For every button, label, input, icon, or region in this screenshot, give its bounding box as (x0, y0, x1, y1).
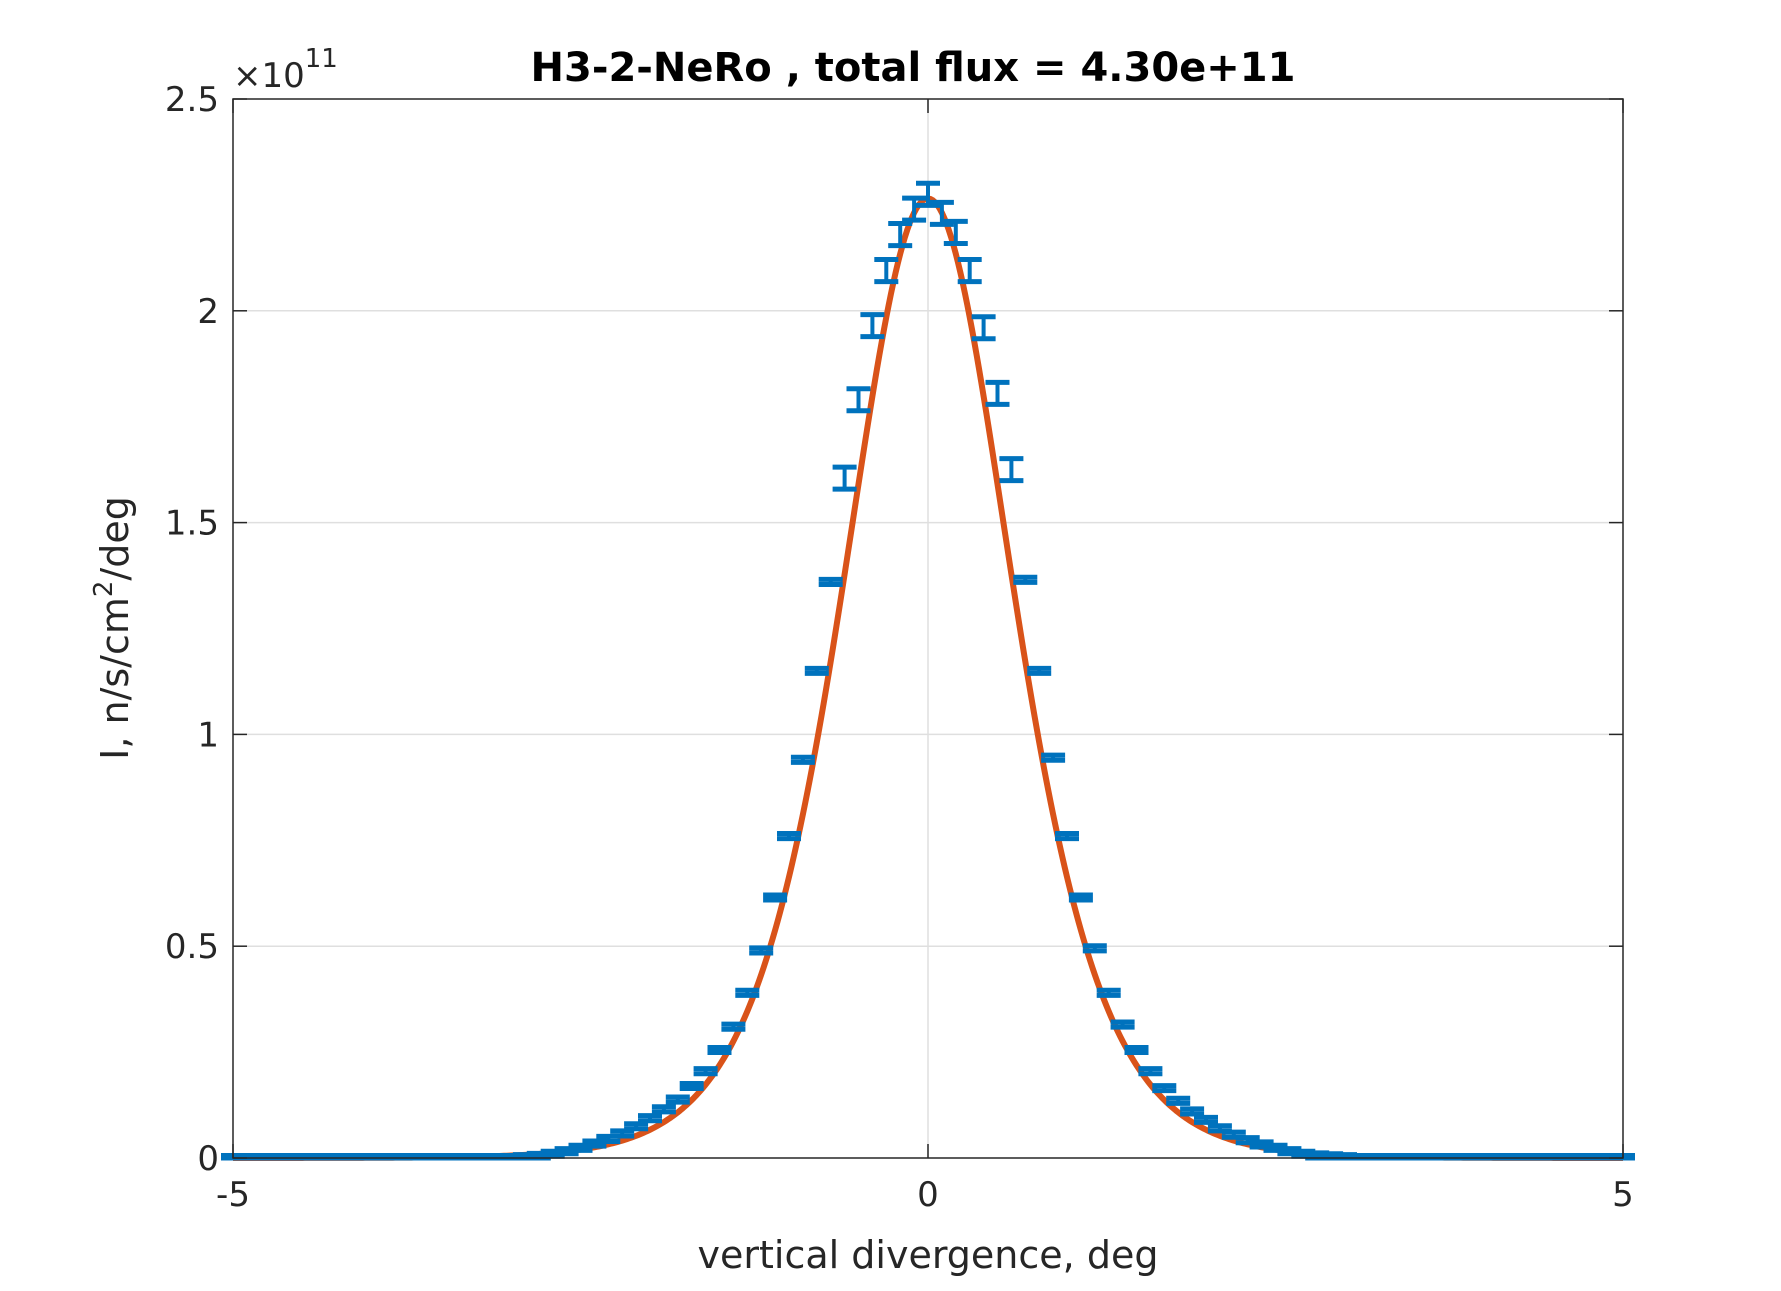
errorbar-point (721, 1021, 746, 1032)
errorbar-point (957, 257, 982, 285)
y-tick-label: 0.5 (165, 927, 219, 967)
errorbar-point (624, 1121, 649, 1132)
errorbar-point (902, 195, 927, 223)
errorbar-point (804, 665, 829, 676)
errorbar-point (999, 456, 1024, 484)
errorbar-point (1166, 1095, 1191, 1106)
x-axis-label: vertical divergence, deg (698, 1233, 1159, 1277)
errorbar-point (1152, 1083, 1177, 1094)
errorbar-point (860, 312, 885, 340)
errorbar-point (777, 831, 801, 842)
y-tick-label: 2.5 (165, 80, 219, 120)
errorbar-point (540, 1148, 565, 1159)
errorbar-point (693, 1066, 718, 1077)
errorbar-point (763, 892, 788, 903)
chart-title: H3-2-NeRo , total flux = 4.30e+11 (531, 45, 1296, 91)
errorbar-point (1068, 892, 1093, 903)
errorbar-point (1180, 1106, 1205, 1117)
errorbar-point (1277, 1146, 1302, 1157)
errorbar-point (832, 464, 857, 492)
y-label-sup: 2 (89, 581, 119, 598)
errorbar-point (749, 945, 774, 956)
errorbar-point (1055, 831, 1079, 842)
y-tick-label: 0 (197, 1139, 219, 1179)
errorbar-point (707, 1044, 732, 1056)
y-tick-label: 1.5 (165, 504, 219, 544)
errorbar-point (1013, 574, 1038, 585)
errorbar-point (1027, 665, 1052, 676)
errorbar-point (1096, 987, 1121, 998)
errorbar-point (846, 386, 871, 414)
exponent-power: 11 (305, 44, 338, 74)
errorbar-point (1110, 1019, 1135, 1030)
grid-lines (233, 99, 1623, 1158)
y-label-tail: /deg (93, 496, 137, 580)
errorbar-point (1124, 1044, 1149, 1056)
errorbar-point (929, 199, 954, 227)
errorbar-point (943, 218, 968, 246)
y-tick-label: 2 (197, 292, 219, 332)
errorbar-point (651, 1104, 676, 1115)
errorbar-point (735, 987, 760, 998)
errorbar-point (665, 1094, 690, 1105)
errorbar-point (971, 314, 996, 342)
x-tick-label: -5 (216, 1175, 250, 1215)
x-tick-label: 0 (917, 1175, 939, 1215)
errorbar-point (1041, 752, 1066, 763)
errorbar-point (1194, 1114, 1218, 1125)
y-axis-label: I, n/s/cm2/deg (89, 496, 137, 760)
errorbar-point (916, 180, 940, 208)
y-axis-exponent: ×1011 (233, 44, 338, 96)
errorbar-point (818, 576, 843, 587)
y-tick-label: 1 (197, 715, 219, 755)
errorbar-point (1138, 1066, 1163, 1077)
errorbar-point (985, 379, 1010, 407)
errorbar-point (638, 1113, 662, 1124)
x-tick-label: 5 (1612, 1175, 1634, 1215)
y-label-main: I, n/s/cm (93, 597, 137, 760)
errorbar-point (679, 1080, 704, 1092)
errorbar-point (874, 257, 899, 285)
errorbar-point (790, 754, 815, 765)
axis-ticks (232, 98, 1624, 1159)
errorbar-point (1082, 943, 1107, 954)
errorbar-point (888, 221, 913, 249)
exponent-base: ×10 (233, 56, 305, 96)
